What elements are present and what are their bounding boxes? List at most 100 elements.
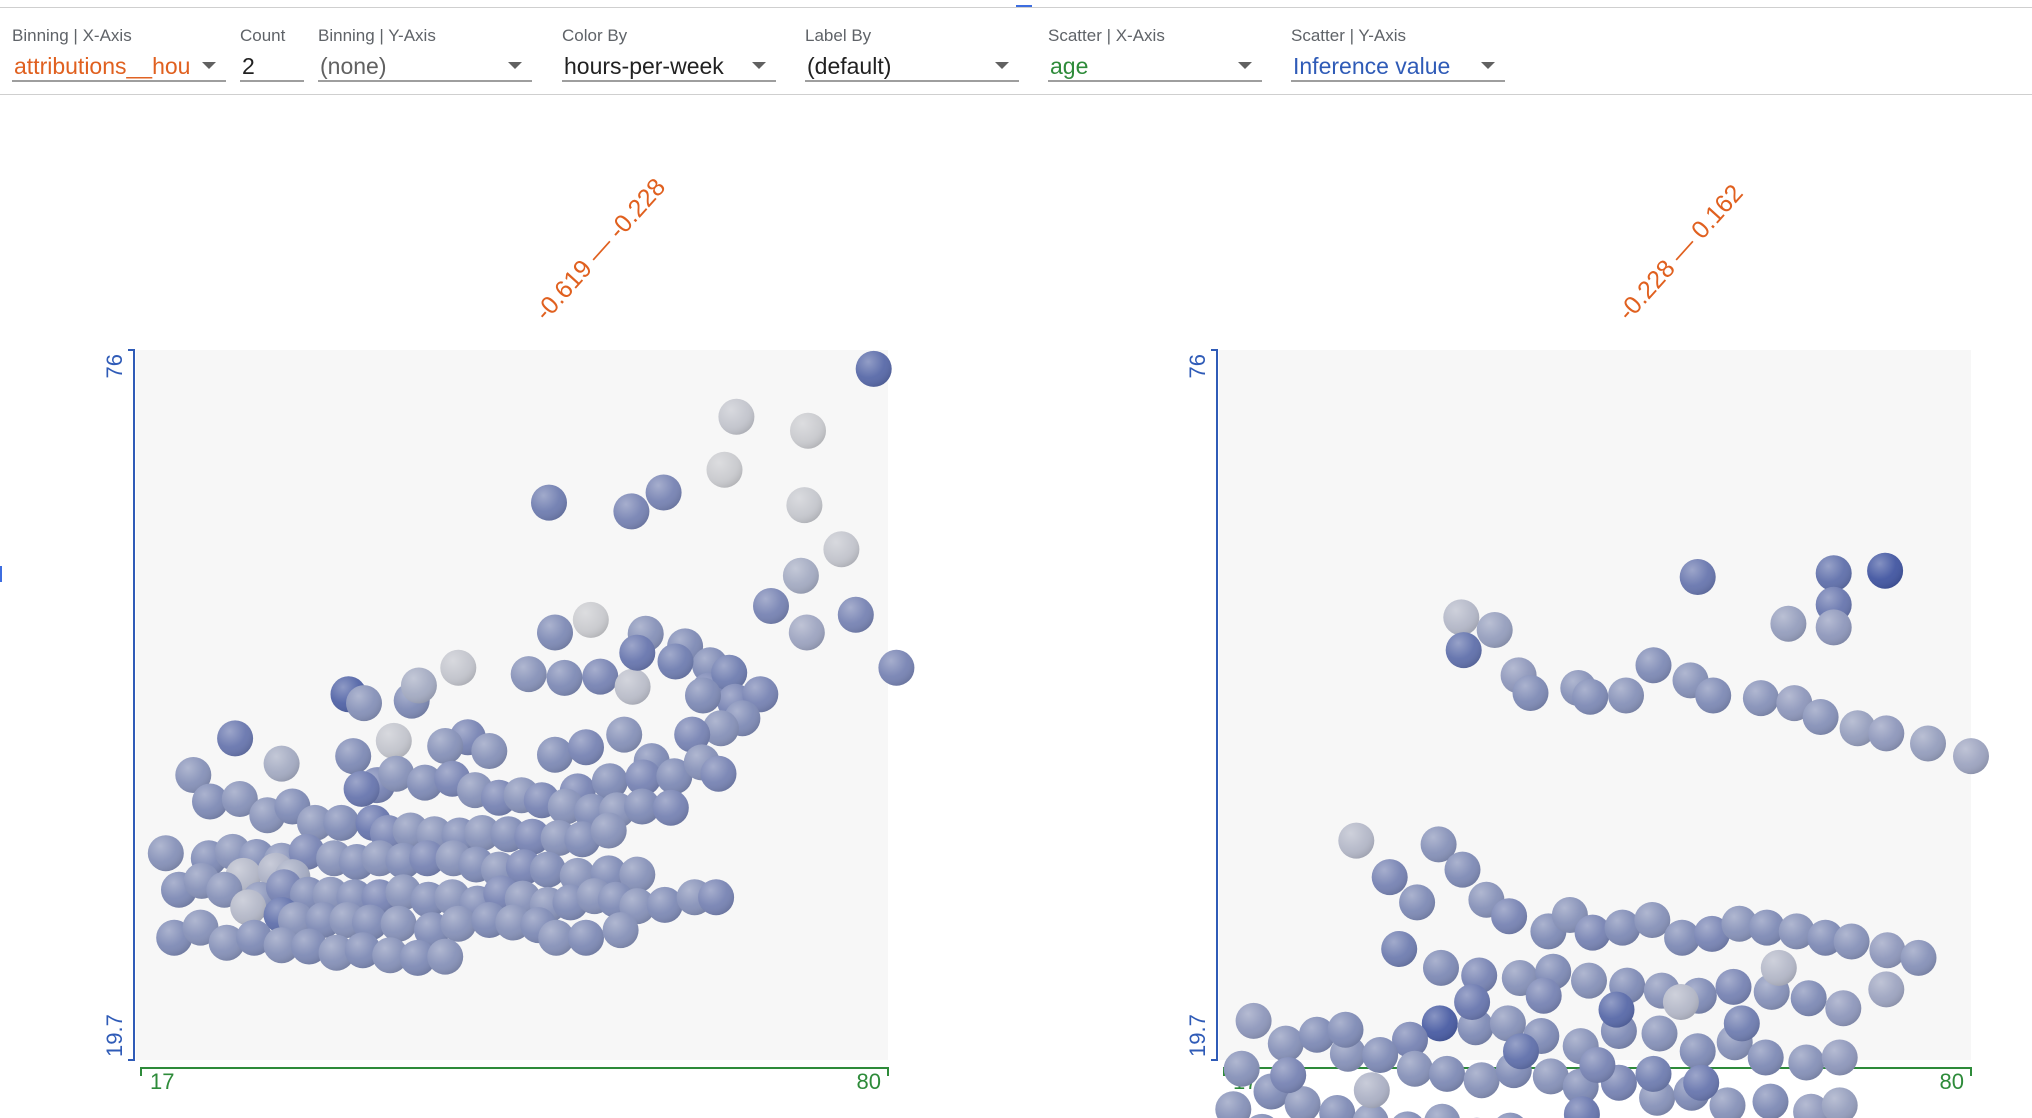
scatter-point-shade [409, 840, 446, 877]
chevron-down-icon [1481, 62, 1495, 69]
scatter-point-shade [1267, 1025, 1304, 1062]
label-by-value: (default) [807, 53, 892, 79]
scatter-point-shade [236, 919, 273, 956]
scatter-point-shade [291, 928, 328, 965]
scatter-point-shade [656, 758, 693, 795]
scatter-point-shade [782, 557, 819, 594]
y-tick-label-max: 76 [1185, 354, 1210, 378]
scatter-point-shade [1353, 1103, 1389, 1118]
scatter-x-axis-dropdown[interactable]: age [1048, 52, 1262, 82]
scatter-point-shade [1215, 1091, 1252, 1118]
binning-x-axis-value: attributions__hours-per-week [14, 53, 192, 79]
scatter-y-axis-value: Inference value [1293, 53, 1451, 79]
scatter-point-shade [1742, 680, 1779, 717]
scatter-point-shade [221, 781, 258, 817]
scatter-point-shade [399, 939, 436, 976]
label-by-dropdown[interactable]: (default) [805, 52, 1019, 82]
scatter-point-shade [698, 879, 735, 916]
scatter-point-shade [614, 668, 651, 705]
scatter-point-shade [378, 755, 415, 792]
count-value: 2 [242, 53, 255, 79]
scatter-x-axis-label: Scatter | X-Axis [1048, 26, 1165, 45]
scatter-point-shade [674, 716, 711, 753]
scatter-point-shade [1815, 609, 1852, 646]
scatter-point-shade [619, 634, 656, 671]
scatter-point-shade [646, 886, 683, 923]
scatter-point-shade [1747, 1039, 1784, 1076]
scatter-y-axis-dropdown[interactable]: Inference value [1291, 52, 1505, 82]
y-axis-line [128, 349, 135, 1061]
scatter-point-shade [1748, 909, 1785, 946]
scatter-point-shade [1399, 884, 1436, 921]
scatter-point-shade [1579, 1047, 1616, 1083]
scatter-point-shade [1497, 1112, 1524, 1118]
scatter-point-shade [537, 736, 573, 773]
y-tick-label-min: 19.7 [102, 1014, 127, 1057]
scatter-point-shade [837, 596, 874, 633]
scatter-point-shade [1815, 555, 1852, 592]
scatter-point-shade [1392, 1021, 1428, 1058]
y-axis-line [1211, 349, 1218, 1061]
binning-y-axis-label: Binning | Y-Axis [318, 26, 436, 45]
scatter-point-shade [440, 905, 477, 942]
scatter-point-shade [1393, 1111, 1422, 1118]
scatter-point-shade [546, 659, 583, 696]
scatter-point-shade [657, 643, 694, 680]
scatter-point-shade [753, 588, 789, 624]
chevron-down-icon [752, 62, 766, 69]
scatter-point-shade [1298, 1016, 1335, 1053]
scatter-point-shade [323, 804, 360, 841]
scatter-point-shade [1424, 1103, 1460, 1118]
binning-x-axis-dropdown[interactable]: attributions__hours-per-week [12, 52, 226, 82]
scatter-point-shade [1598, 991, 1635, 1028]
scatter-point-shade [711, 654, 748, 691]
top-divider [0, 7, 2032, 8]
scatter-point-shade [1867, 552, 1904, 589]
color-by-dropdown[interactable]: hours-per-week [562, 52, 776, 82]
scatter-point-shade [1683, 1064, 1720, 1101]
scatter-point-shade [700, 755, 737, 792]
y-tick-label-min: 19.7 [1185, 1014, 1210, 1057]
scatter-point-shade [1429, 1055, 1465, 1092]
scatter-point-shade [606, 716, 643, 753]
count-label: Count [240, 26, 286, 45]
scatter-point-shade [344, 932, 381, 969]
scatter-point-shade [613, 493, 650, 530]
scatter-point-shade [1532, 1058, 1569, 1095]
scatter-point-shade [1793, 1093, 1830, 1118]
scatter-point-shade [335, 738, 372, 775]
left-resize-handle[interactable] [0, 566, 2, 582]
toolbar-divider [0, 94, 2032, 95]
scatter-point-shade [538, 919, 575, 956]
bin-title: -0.619 — -0.228 [529, 173, 671, 326]
color-by-label: Color By [562, 26, 628, 45]
scatter-point-shade [602, 912, 639, 949]
binning-y-axis-dropdown[interactable]: (none) [318, 52, 532, 82]
scatter-point-shade [572, 601, 609, 638]
scatter-point-shade [427, 728, 464, 764]
scatter-point-shade [1327, 1011, 1364, 1048]
scatter-point-shade [718, 398, 755, 435]
scatter-point-shade [1423, 949, 1459, 986]
scatter-point-shade [440, 649, 477, 686]
scatter-point-shade [230, 889, 267, 926]
count-input[interactable]: 2 [240, 52, 304, 82]
scatter-point-shade [645, 474, 682, 511]
scatter-point-shade [1604, 909, 1641, 946]
scatter-point-shade [1371, 859, 1408, 896]
scatter-point-shade [1396, 1050, 1433, 1087]
scatter-point-shade [263, 927, 300, 964]
scatter-point-shade [1953, 738, 1989, 775]
scatter-point-shade [1802, 699, 1839, 735]
scatter-point-shade [1525, 977, 1562, 1014]
binning-y-axis-value: (none) [320, 53, 387, 79]
x-tick-label-max: 80 [1940, 1069, 1964, 1094]
scatter-point-shade [1571, 962, 1607, 999]
scatter-point-shade [352, 904, 388, 941]
scatter-point-shade [786, 487, 823, 524]
chevron-down-icon [508, 62, 522, 69]
scatter-point-shade [590, 812, 627, 849]
color-by-value: hours-per-week [564, 53, 724, 79]
top-resize-handle[interactable] [1016, 5, 1032, 7]
x-axis-line [140, 1067, 889, 1076]
